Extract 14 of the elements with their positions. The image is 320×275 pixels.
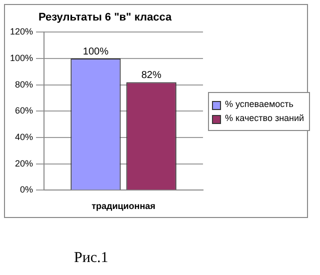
x-tick-label: традиционная — [92, 201, 156, 212]
text: Рис.1 — [74, 250, 108, 267]
y-tick-label: 0% — [20, 184, 34, 195]
y-tick-label: 60% — [15, 106, 34, 116]
y-tick-label: 20% — [15, 158, 34, 168]
y-tick-label: 80% — [15, 79, 34, 90]
y-tick-label: 40% — [15, 132, 34, 142]
data-label: 82% — [141, 70, 162, 81]
text: % успеваемость — [225, 99, 294, 109]
y-tick-label: 120% — [10, 26, 34, 37]
legend-label: % качество знаний — [225, 113, 304, 123]
data-label: 100% — [82, 46, 109, 58]
y-tick-label: 100% — [10, 53, 34, 64]
chart-title: Результаты 6 "в" класса — [38, 12, 172, 24]
